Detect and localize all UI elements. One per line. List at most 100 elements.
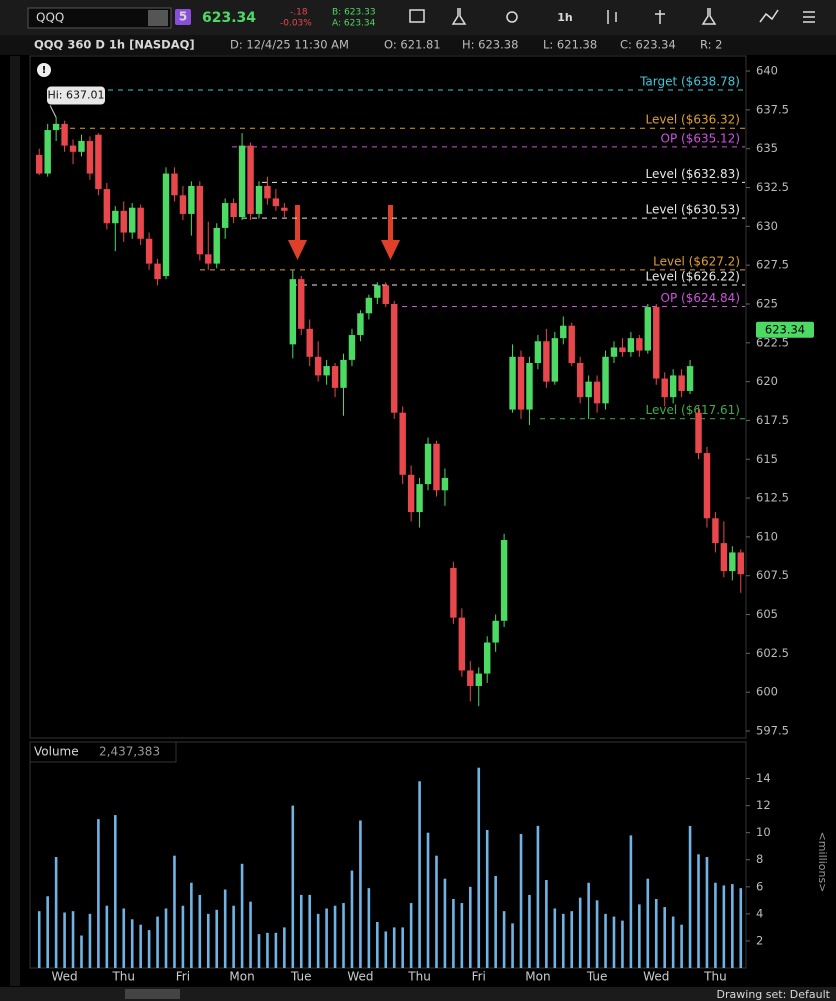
volume-bar bbox=[139, 924, 142, 968]
scroll-thumb[interactable] bbox=[125, 989, 180, 999]
candle-body bbox=[467, 670, 474, 686]
candle-body bbox=[272, 198, 280, 207]
info-bar bbox=[0, 35, 836, 55]
candle-body bbox=[416, 484, 423, 513]
volume-title: Volume bbox=[34, 745, 79, 759]
candle-body bbox=[686, 366, 694, 391]
candle-body bbox=[441, 477, 449, 491]
volume-bar bbox=[266, 932, 269, 968]
volume-bar bbox=[426, 832, 430, 968]
candle-body bbox=[391, 303, 398, 413]
candle-body bbox=[585, 381, 592, 398]
volume-bar bbox=[291, 805, 295, 968]
candle-body bbox=[678, 375, 685, 391]
candle-body bbox=[298, 279, 305, 329]
annotation-leader bbox=[49, 105, 57, 118]
x-tick-label: Thu bbox=[703, 970, 727, 984]
candle-body bbox=[137, 207, 144, 239]
y-tick-label: 622.5 bbox=[756, 335, 789, 349]
candle-body bbox=[162, 173, 170, 277]
y-tick-label: 610 bbox=[756, 529, 778, 543]
candle-body bbox=[382, 285, 389, 304]
volume-bar bbox=[595, 900, 599, 968]
interval[interactable]: 1h bbox=[557, 11, 573, 24]
x-tick-label: Wed bbox=[51, 970, 77, 984]
candle-body bbox=[357, 313, 364, 336]
scrollbar[interactable] bbox=[0, 987, 836, 1001]
candle-body bbox=[205, 254, 212, 264]
toolbar-icons[interactable] bbox=[409, 8, 815, 25]
candle-body bbox=[729, 552, 736, 572]
volume-bar bbox=[88, 913, 92, 968]
alert-icon-mark: ! bbox=[42, 65, 47, 76]
candle-body bbox=[492, 620, 499, 643]
candle-body bbox=[61, 123, 68, 146]
candle-body bbox=[306, 328, 313, 357]
candle-body bbox=[247, 145, 254, 214]
candle-body bbox=[576, 362, 584, 398]
volume-bar bbox=[173, 855, 176, 968]
alert-icon[interactable] bbox=[37, 63, 51, 77]
info-high: H: 623.38 bbox=[462, 38, 518, 52]
drawing-set[interactable]: Drawing set: Default bbox=[717, 988, 831, 1001]
volume-bar bbox=[494, 875, 497, 968]
level-label: Level ($627.2) bbox=[653, 254, 740, 268]
candle-body bbox=[340, 359, 347, 388]
symbol-box[interactable] bbox=[27, 7, 172, 29]
volume-bar bbox=[612, 916, 616, 968]
candle-body bbox=[154, 263, 161, 280]
volume-bar bbox=[722, 885, 726, 968]
volume-bar bbox=[71, 911, 75, 968]
level-label: OP ($635.12) bbox=[661, 131, 740, 145]
candle-body bbox=[593, 381, 601, 404]
info-range: R: 2 bbox=[700, 38, 722, 52]
candle-body bbox=[669, 375, 677, 398]
annotation-box bbox=[47, 86, 105, 105]
candle-body bbox=[399, 412, 406, 475]
badge-box[interactable] bbox=[175, 9, 191, 25]
candle-body bbox=[543, 341, 550, 382]
volume-bar bbox=[156, 916, 159, 968]
candle-body bbox=[483, 642, 491, 674]
volume-bar bbox=[122, 908, 126, 968]
candle-body bbox=[517, 356, 525, 410]
left-gutter bbox=[10, 56, 20, 986]
level-label: Level ($636.32) bbox=[646, 113, 740, 127]
candle-body bbox=[36, 154, 43, 174]
candle-body bbox=[475, 673, 482, 686]
volume-bar bbox=[553, 908, 557, 968]
volume-bar bbox=[342, 903, 345, 968]
volume-bar bbox=[570, 911, 574, 968]
bid: B: 623.33 bbox=[332, 8, 376, 18]
y-tick-label: 617.5 bbox=[756, 413, 789, 427]
volume-bar bbox=[198, 894, 202, 968]
symbol-dropdown[interactable] bbox=[148, 10, 168, 26]
volume-bar bbox=[308, 894, 312, 968]
y-tick-label: 2 bbox=[756, 933, 763, 947]
volume-bar bbox=[561, 913, 565, 968]
volume-bar bbox=[274, 932, 278, 968]
volume-bar bbox=[646, 878, 650, 968]
candle-body bbox=[433, 443, 440, 491]
y-tick-label: 8 bbox=[756, 852, 763, 866]
volume-bar bbox=[502, 911, 506, 968]
y-tick-label: 607.5 bbox=[756, 568, 789, 582]
candle-body bbox=[188, 185, 195, 214]
volume-bar bbox=[325, 908, 328, 968]
volume-bar bbox=[113, 815, 117, 968]
y-tick-label: 602.5 bbox=[756, 646, 789, 660]
candle-body bbox=[568, 325, 575, 363]
y-tick-label: 625 bbox=[756, 296, 778, 310]
volume-bar bbox=[578, 897, 582, 968]
candle-body bbox=[128, 207, 136, 233]
candle-body bbox=[610, 347, 618, 357]
candle-body bbox=[78, 140, 85, 152]
y-tick-label: 627.5 bbox=[756, 258, 789, 272]
candle-body bbox=[627, 338, 635, 353]
y-tick-label: 4 bbox=[756, 906, 763, 920]
level-label: Target ($638.78) bbox=[639, 75, 740, 89]
x-tick-label: Thu bbox=[407, 970, 431, 984]
candle-body bbox=[213, 227, 220, 264]
candle-body bbox=[331, 366, 339, 388]
